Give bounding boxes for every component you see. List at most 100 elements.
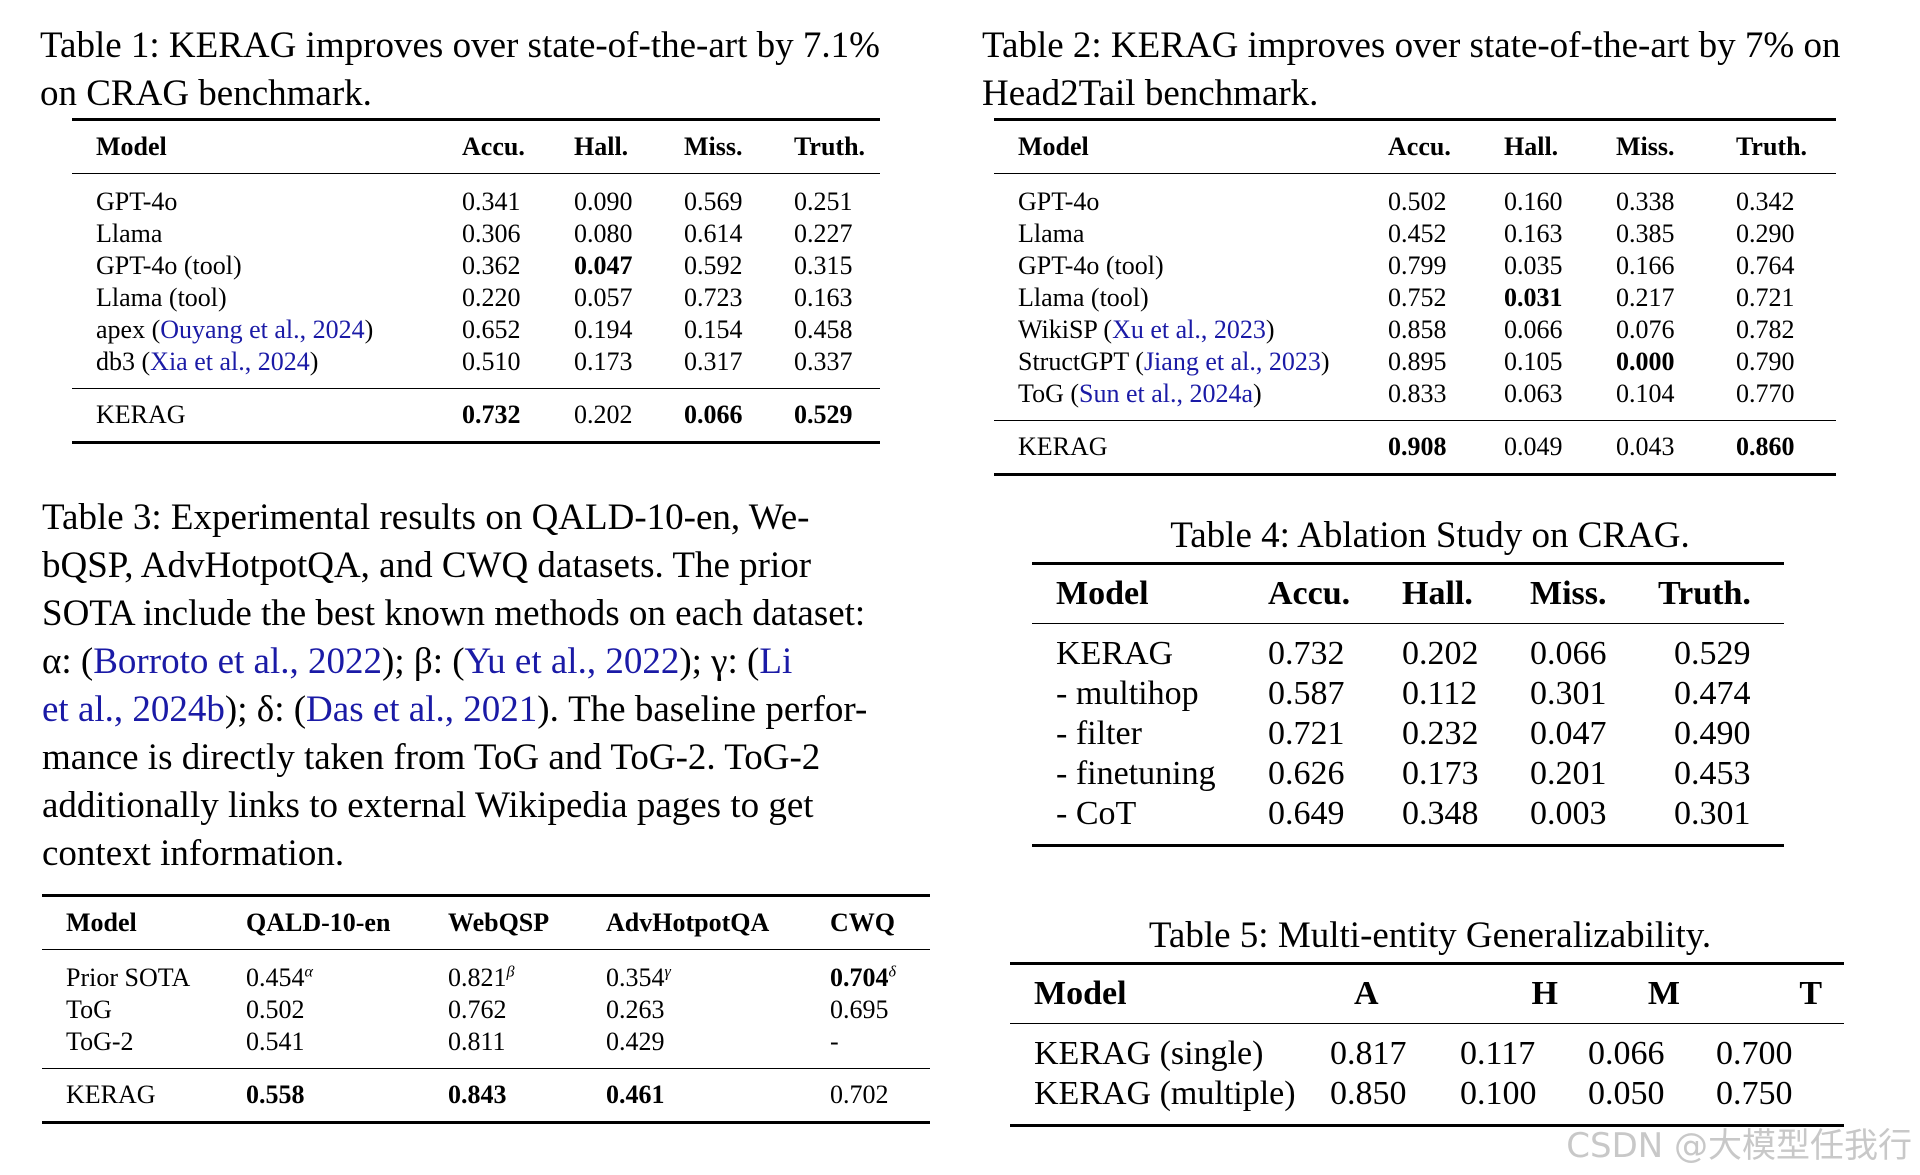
table5-header-a: A [1354,975,1379,1012]
table4-cell: 0.649 [1268,795,1345,832]
table3-header-row: Model QALD-10-en WebQSP AdvHotpotQA CWQ [42,895,930,950]
table2-cell: 0.858 [1388,315,1447,344]
table1-header-model: Model [96,132,167,161]
table1-cell: 0.202 [574,400,633,429]
table2-cell-best: 0.031 [1504,283,1563,312]
table5-cell: 0.850 [1330,1075,1407,1112]
table2-header-hall: Hall. [1504,132,1559,161]
table3-model: KERAG [66,1080,156,1109]
table-row-final: KERAG 0.908 0.049 0.043 0.860 [994,420,1836,475]
table2-cell: 0.782 [1736,315,1795,344]
citation-link[interactable]: Yu et al., 2022 [464,641,680,682]
table1-cell-best: 0.529 [794,400,853,429]
table1-header-row: Model Accu. Hall. Miss. Truth. [72,119,880,174]
citation-link[interactable]: et al., 2024b [42,689,225,730]
table1-cell: 0.652 [462,315,521,344]
table3-model: ToG [66,995,112,1024]
table2-cell: 0.342 [1736,187,1795,216]
citation-link[interactable]: Li [759,641,793,682]
table4-cell: 0.047 [1530,715,1607,752]
table1-cell: 0.592 [684,251,743,280]
table-row: Llama (tool) 0.752 0.031 0.217 0.721 [994,282,1836,314]
table1-model: Llama [96,219,163,248]
table1-cell: 0.317 [684,347,743,376]
table2-model: Llama (tool) [1018,283,1149,312]
table2-model: WikiSP (Xu et al., 2023) [1018,315,1275,344]
table5-cell: 0.817 [1330,1035,1407,1072]
table2-cell: 0.452 [1388,219,1447,248]
table2-header-miss: Miss. [1616,132,1675,161]
caption-text: ). The baseline perfor- [537,689,868,730]
cell-value: 0.821 [448,963,507,992]
table4-cell: 0.587 [1268,675,1345,712]
table5-cell: 0.750 [1716,1075,1793,1112]
table-row-final: KERAG 0.558 0.843 0.461 0.702 [42,1068,930,1123]
citation-link[interactable]: Xu et al., 2023 [1112,315,1266,344]
table3-header-webqsp: WebQSP [448,908,550,937]
citation-link[interactable]: Jiang et al., 2023 [1143,347,1321,376]
table2-cell-best: 0.860 [1736,432,1795,461]
table4-header-truth: Truth. [1658,575,1751,612]
caption-text: α: ( [42,641,94,682]
table-row: ToG-2 0.541 0.811 0.429 - [42,1026,930,1069]
table1-header-hall: Hall. [574,132,629,161]
table2-cell: 0.833 [1388,379,1447,408]
table3-cell: 0.762 [448,995,507,1024]
table1-cell-best: 0.732 [462,400,521,429]
table1-cell: 0.057 [574,283,633,312]
citation-link[interactable]: Das et al., 2021 [306,689,538,730]
citation-link[interactable]: Sun et al., 2024a [1079,379,1254,408]
table5-model: KERAG (multiple) [1034,1075,1296,1112]
table4-cell: 0.529 [1674,635,1751,672]
table3-header-qald: QALD-10-en [246,908,391,937]
table-row: WikiSP (Xu et al., 2023) 0.858 0.066 0.0… [994,314,1836,346]
table2-cell: 0.163 [1504,219,1563,248]
table2-cell: 0.063 [1504,379,1563,408]
superscript: γ [664,963,671,981]
table4: Model Accu. Hall. Miss. Truth. KERAG 0.7… [1032,562,1784,847]
table2-cell: 0.035 [1504,251,1563,280]
table2: Model Accu. Hall. Miss. Truth. GPT-4o 0.… [994,118,1836,476]
table1-cell: 0.723 [684,283,743,312]
superscript: δ [888,963,897,981]
table1-cell: 0.614 [684,219,743,248]
table2-model: GPT-4o [1018,187,1100,216]
table3-cell: 0.821β [448,950,606,995]
cell-value: 0.354 [606,963,665,992]
table4-cell: 0.626 [1268,755,1345,792]
table1-model: db3 (Xia et al., 2024) [96,347,319,376]
citation-link[interactable]: Ouyang et al., 2024 [160,315,365,344]
table2-model: ToG (Sun et al., 2024a) [1018,379,1262,408]
table3-caption-line: additionally links to external Wikipedia… [42,785,814,826]
table2-cell: 0.764 [1736,251,1795,280]
model-name: StructGPT [1018,347,1129,376]
table1-cell: 0.458 [794,315,853,344]
model-name: db3 [96,347,135,376]
table5-cell: 0.117 [1460,1035,1536,1072]
table1-model: GPT-4o (tool) [96,251,242,280]
caption-text: ); β: ( [382,641,465,682]
table-row: - filter 0.721 0.232 0.047 0.490 [1032,714,1784,754]
citation-link[interactable]: Xia et al., 2024 [150,347,310,376]
table4-cell: 0.301 [1530,675,1607,712]
table4-model: - CoT [1056,795,1137,832]
table-row: GPT-4o (tool) 0.362 0.047 0.592 0.315 [72,250,880,282]
table-row: Llama 0.306 0.080 0.614 0.227 [72,218,880,250]
table-row: apex (Ouyang et al., 2024) 0.652 0.194 0… [72,314,880,346]
table4-cell: 0.003 [1530,795,1607,832]
table2-model: StructGPT (Jiang et al., 2023) [1018,347,1330,376]
table2-header-row: Model Accu. Hall. Miss. Truth. [994,119,1836,174]
table4-header-miss: Miss. [1530,575,1607,612]
citation-link[interactable]: Borroto et al., 2022 [93,641,383,682]
table1-cell: 0.251 [794,187,853,216]
table2-cell: 0.790 [1736,347,1795,376]
table-row-final: KERAG 0.732 0.202 0.066 0.529 [72,388,880,443]
table3-cell: - [830,1027,839,1056]
table5-header-row: Model A H M T [1010,963,1844,1024]
table3-cell: 0.541 [246,1027,305,1056]
table3-caption-line: Table 3: Experimental results on QALD-10… [42,497,810,538]
table-row: KERAG (multiple) 0.850 0.100 0.050 0.750 [1010,1074,1844,1126]
table2-header-accu: Accu. [1388,132,1451,161]
table5-cell: 0.100 [1460,1075,1537,1112]
table5-cell: 0.066 [1588,1035,1665,1072]
